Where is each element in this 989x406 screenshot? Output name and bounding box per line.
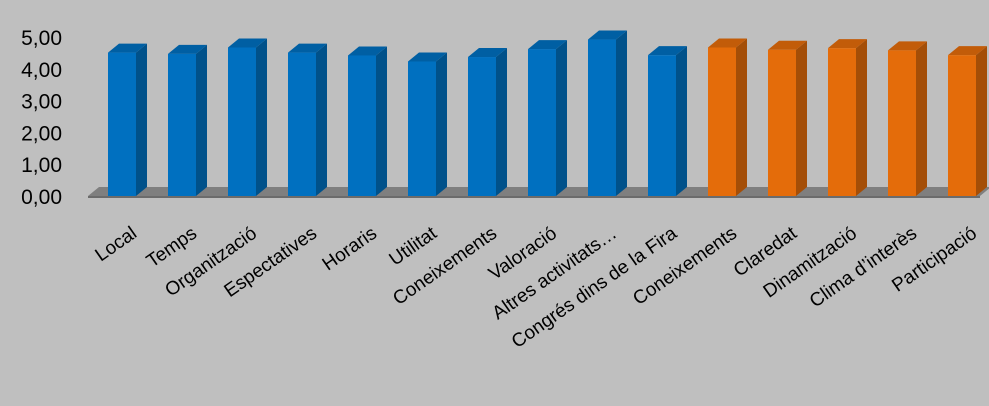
x-tick-label: Local xyxy=(92,223,141,266)
bar-side xyxy=(916,41,927,196)
bar[interactable] xyxy=(228,47,256,196)
bar-top xyxy=(588,30,627,40)
bar-top xyxy=(228,38,267,48)
y-tick-label: 1,00 xyxy=(21,154,62,177)
bar-top xyxy=(408,52,447,62)
bar-top xyxy=(528,40,567,50)
bar[interactable] xyxy=(528,49,556,196)
bar[interactable] xyxy=(348,55,376,196)
y-tick-label: 0,00 xyxy=(21,186,62,209)
bar[interactable] xyxy=(828,48,856,196)
bar-top xyxy=(768,40,807,50)
y-tick-label: 4,00 xyxy=(21,59,62,82)
bar-top xyxy=(168,44,207,54)
bar[interactable] xyxy=(948,55,976,196)
bar-top xyxy=(708,38,747,48)
bar-top xyxy=(828,39,867,49)
bar[interactable] xyxy=(168,53,196,196)
bar-top xyxy=(288,43,327,53)
y-tick-label: 2,00 xyxy=(21,122,62,145)
bar[interactable] xyxy=(708,47,736,196)
bar-side xyxy=(616,30,627,196)
x-tick-label: Horaris xyxy=(319,223,381,275)
bar-top xyxy=(888,41,927,51)
bar-side xyxy=(856,39,867,196)
bar-side xyxy=(976,46,987,196)
bar-top xyxy=(108,43,147,53)
bar-top xyxy=(948,46,987,56)
bar-side xyxy=(676,46,687,196)
bar-side xyxy=(496,48,507,197)
bar-side xyxy=(436,52,447,197)
bar-top xyxy=(468,48,507,58)
bar-side xyxy=(136,43,147,196)
y-tick-label: 3,00 xyxy=(21,91,62,114)
bar-side xyxy=(736,38,747,196)
bar[interactable] xyxy=(108,52,136,196)
bar[interactable] xyxy=(468,57,496,197)
bar-top xyxy=(348,46,387,56)
bar-top xyxy=(648,46,687,56)
bar[interactable] xyxy=(768,49,796,196)
y-tick-label: 5,00 xyxy=(21,27,62,50)
bar[interactable] xyxy=(588,39,616,196)
bar-side xyxy=(376,46,387,196)
x-tick-label: Coneixements xyxy=(389,223,501,310)
bar-side xyxy=(316,43,327,196)
x-tick-label: Coneixements xyxy=(629,223,741,310)
bar[interactable] xyxy=(288,52,316,196)
bar-side xyxy=(556,40,567,196)
bar-side xyxy=(196,44,207,196)
bar[interactable] xyxy=(648,55,676,196)
bar[interactable] xyxy=(408,61,436,197)
bar-side xyxy=(256,38,267,196)
bar-side xyxy=(796,40,807,196)
bar[interactable] xyxy=(888,50,916,196)
